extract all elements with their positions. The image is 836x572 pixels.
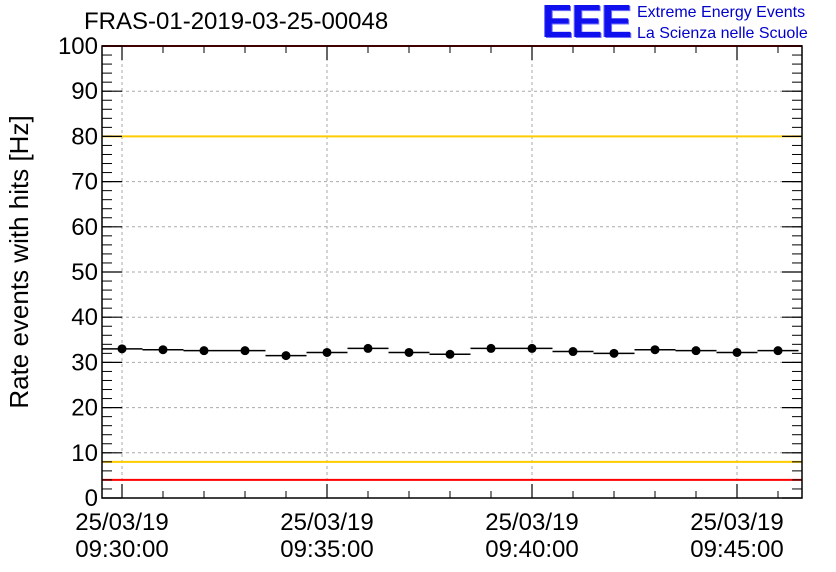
y-tick-label: 30 bbox=[71, 349, 98, 376]
eee-logo: EEE Extreme Energy Events La Scienza nel… bbox=[542, 0, 832, 47]
reference-lines bbox=[102, 45, 802, 481]
x-tick-date: 25/03/19 bbox=[280, 509, 373, 536]
logo-mark: EEE bbox=[542, 0, 632, 47]
y-tick-label: 80 bbox=[71, 123, 98, 150]
y-tick-label: 70 bbox=[71, 169, 98, 196]
y-tick-label: 60 bbox=[71, 214, 98, 241]
data-point bbox=[363, 343, 373, 353]
data-point bbox=[322, 347, 332, 357]
x-tick-time: 09:35:00 bbox=[280, 536, 373, 563]
data-point bbox=[486, 343, 496, 353]
data-point bbox=[240, 346, 250, 356]
x-tick-date: 25/03/19 bbox=[690, 509, 783, 536]
y-axis-title: Rate events with hits [Hz] bbox=[4, 115, 34, 408]
data-point bbox=[691, 346, 701, 356]
y-tick-label: 10 bbox=[71, 440, 98, 467]
logo-line-1: Extreme Energy Events bbox=[637, 4, 806, 21]
x-tick-time: 09:40:00 bbox=[485, 536, 578, 563]
y-tick-label: 20 bbox=[71, 395, 98, 422]
data-series bbox=[102, 343, 799, 361]
data-point bbox=[773, 346, 783, 356]
y-tick-label: 50 bbox=[71, 259, 98, 286]
x-tick-labels: 25/03/1909:30:0025/03/1909:35:0025/03/19… bbox=[75, 509, 783, 563]
data-point bbox=[199, 346, 209, 356]
x-tick-date: 25/03/19 bbox=[75, 509, 168, 536]
axis-ticks bbox=[102, 45, 802, 499]
chart-title: FRAS-01-2019-03-25-00048 bbox=[84, 8, 389, 35]
x-tick-date: 25/03/19 bbox=[485, 509, 578, 536]
data-point bbox=[527, 343, 537, 353]
y-tick-label: 40 bbox=[71, 304, 98, 331]
data-point bbox=[609, 348, 619, 358]
data-point bbox=[445, 349, 455, 359]
x-tick-time: 09:45:00 bbox=[690, 536, 783, 563]
data-point bbox=[158, 345, 168, 355]
data-point bbox=[568, 347, 578, 357]
y-tick-labels: 0 10 20 30 40 50 60 70 80 90 100 bbox=[58, 33, 98, 512]
data-point bbox=[404, 347, 414, 357]
y-tick-label: 0 bbox=[85, 485, 98, 512]
y-tick-label: 100 bbox=[58, 33, 98, 60]
x-tick-time: 09:30:00 bbox=[75, 536, 168, 563]
data-point bbox=[650, 345, 660, 355]
logo-line-2: La Scienza nelle Scuole bbox=[637, 25, 808, 42]
data-point bbox=[281, 351, 291, 361]
data-point bbox=[732, 347, 742, 357]
y-tick-label: 90 bbox=[71, 78, 98, 105]
data-point bbox=[117, 344, 127, 354]
grid-lines bbox=[102, 46, 802, 498]
